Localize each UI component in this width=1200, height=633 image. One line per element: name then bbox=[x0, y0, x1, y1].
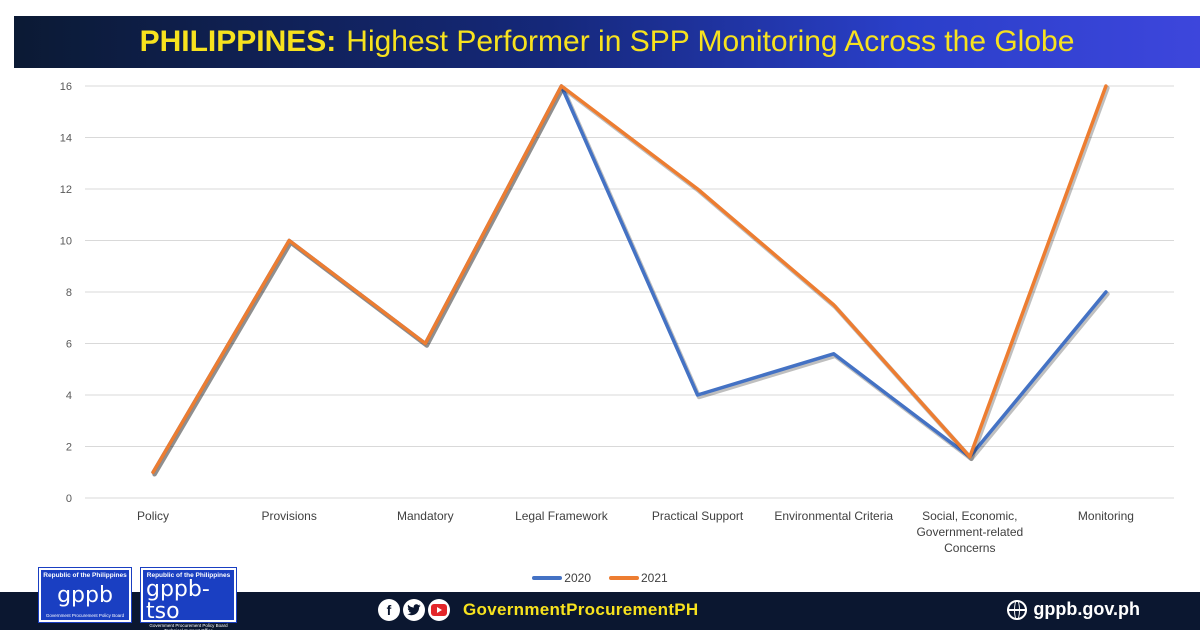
gppb-logo-bottom: Government Procurement Policy Board bbox=[46, 613, 124, 618]
y-tick-label-10: 10 bbox=[60, 236, 72, 248]
series-lines bbox=[153, 86, 1107, 474]
y-tick-label-12: 12 bbox=[60, 184, 72, 196]
y-tick-label-6: 6 bbox=[66, 339, 72, 351]
x-category-label-4: Practical Support bbox=[652, 509, 744, 523]
gppb-logo: Republic of the Philippines gppb Governm… bbox=[39, 568, 131, 622]
globe-icon bbox=[1007, 600, 1027, 620]
series-shadow-2021 bbox=[155, 88, 1108, 474]
website-link[interactable]: gppb.gov.ph bbox=[1007, 599, 1140, 620]
grid-lines bbox=[85, 86, 1174, 498]
x-category-label-5: Environmental Criteria bbox=[774, 509, 893, 523]
legend-label-2021: 2021 bbox=[641, 571, 668, 585]
legend-swatch-2020 bbox=[532, 576, 562, 580]
legend-label-2020: 2020 bbox=[564, 571, 591, 585]
y-tick-label-16: 16 bbox=[60, 81, 72, 93]
facebook-icon[interactable]: f bbox=[378, 599, 400, 621]
social-links: f GovernmentProcurementPH bbox=[378, 599, 699, 621]
gppb-tso-logo-bottom-line2: Technical Support Office bbox=[164, 628, 213, 633]
series-shadow-2020 bbox=[155, 88, 1108, 474]
x-category-label-1: Provisions bbox=[262, 509, 317, 523]
title-banner: PHILIPPINES: Highest Performer in SPP Mo… bbox=[14, 16, 1200, 68]
legend-item-2021: 2021 bbox=[609, 571, 668, 585]
gppb-logo-top: Republic of the Philippines bbox=[43, 572, 126, 579]
x-axis-categories: Policy Provisions Mandatory Legal Framework… bbox=[137, 509, 1134, 555]
youtube-icon[interactable] bbox=[428, 599, 450, 621]
x-category-label-0: Policy bbox=[137, 509, 169, 523]
y-tick-label-14: 14 bbox=[60, 133, 72, 145]
gppb-logo-mark: gppb bbox=[57, 585, 113, 607]
legend-swatch-2021 bbox=[609, 576, 639, 580]
twitter-icon[interactable] bbox=[403, 599, 425, 621]
y-tick-label-2: 2 bbox=[66, 442, 72, 454]
x-category-label-3: Legal Framework bbox=[515, 509, 609, 523]
gppb-tso-logo-bottom: Government Procurement Policy Board Tech… bbox=[149, 623, 227, 633]
gppb-tso-logo-mark: gppb-tso bbox=[146, 579, 231, 623]
x-category-label-2: Mandatory bbox=[397, 509, 454, 523]
y-tick-label-8: 8 bbox=[66, 287, 72, 299]
x-category-label-7: Monitoring bbox=[1078, 509, 1134, 523]
social-handle[interactable]: GovernmentProcurementPH bbox=[463, 600, 699, 620]
y-tick-label-4: 4 bbox=[66, 390, 72, 402]
legend-item-2020: 2020 bbox=[532, 571, 591, 585]
y-tick-label-0: 0 bbox=[66, 493, 72, 505]
website-url[interactable]: gppb.gov.ph bbox=[1033, 599, 1140, 620]
line-chart: 0 2 4 6 8 10 12 14 16 Policy Provisions Mandatory L… bbox=[0, 70, 1200, 570]
series-line-2021 bbox=[153, 86, 1106, 472]
page-title-country: PHILIPPINES: bbox=[140, 25, 337, 59]
y-axis-ticks: 0 2 4 6 8 10 12 14 16 bbox=[60, 81, 72, 505]
series-line-2020 bbox=[153, 86, 1106, 472]
page-title: Highest Performer in SPP Monitoring Acro… bbox=[346, 25, 1074, 59]
gppb-tso-logo: Republic of the Philippines gppb-tso Gov… bbox=[141, 568, 236, 622]
